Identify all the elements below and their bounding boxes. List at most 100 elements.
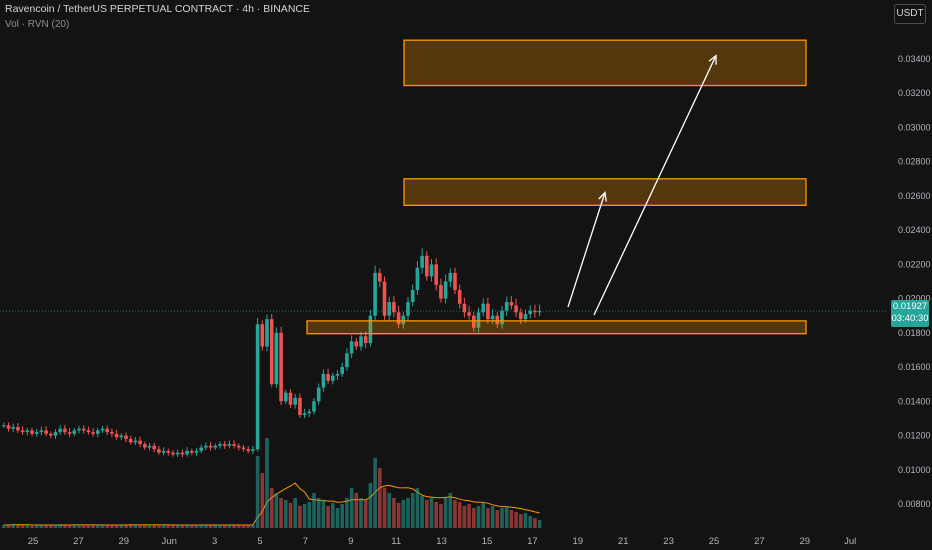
x-tick-label: 7 [303,536,308,547]
volume-bar [204,525,208,528]
candle-body [2,425,6,427]
volume-bar [133,525,138,528]
volume-bar [260,473,265,528]
candle-body [481,303,485,313]
volume-bar [284,500,288,528]
currency-button[interactable]: USDT [894,4,926,24]
volume-bar [331,503,335,528]
candle-body [363,336,368,344]
y-axis[interactable]: 0.03400 0.03200 0.03000 0.02800 0.02600 0.024… [898,54,931,509]
volume-bar [81,525,86,528]
target-arrow-2-shaft [593,55,717,316]
candle-body [6,425,11,429]
volume-bar [420,496,424,528]
candle-body [199,447,203,451]
x-tick-label: 29 [800,536,811,547]
candle-body [472,315,476,328]
candle-body [396,312,401,325]
candle-body [335,373,340,376]
current-price-value: 0.01927 [892,301,928,312]
volume-bar [77,525,81,528]
candle-body [133,440,138,443]
candle-body [401,315,406,325]
candle-body [25,430,30,433]
volume-bar [110,525,114,528]
x-tick-label: 25 [709,536,720,547]
candle-body [373,272,377,316]
volume-bar [199,525,203,528]
candle-body [161,450,166,453]
volume-bar [500,508,504,528]
candle-body [420,255,424,268]
volume-bar [523,513,528,528]
candle-body [105,428,109,433]
volume-bar [434,502,438,528]
volume-bar [467,504,471,528]
chart-title: Ravencoin / TetherUS PERPETUAL CONTRACT … [5,3,310,15]
volume-bar [180,525,185,528]
candle-body [175,452,180,455]
candle-body [439,284,443,299]
candle-body [218,444,222,446]
candle-body [152,445,156,450]
candle-body [514,305,518,313]
y-tick-label: 0.02200 [898,259,931,269]
volume-bar [457,502,462,528]
x-tick-label: 13 [436,536,447,547]
x-tick-label: Jul [844,536,856,547]
volume-bar [387,493,391,528]
candle-body [119,435,124,438]
candle-body [354,341,359,347]
candle-body [340,367,344,374]
volume-bar [406,498,410,528]
candle-body [345,353,349,368]
volume-bar [298,506,302,528]
candle-body [490,315,495,320]
volume-bar [34,525,39,528]
candle-body [157,449,161,453]
candle-body [58,428,62,433]
volume-bar [152,525,156,528]
volume-bar [49,525,53,528]
candle-body [519,312,523,320]
volume-bar [514,512,518,528]
volume-bar [490,506,495,528]
volume-bar [340,504,344,528]
target-arrow-1-shaft [567,192,606,308]
candle-body [368,315,373,344]
candle-body [86,430,91,433]
candle-body [255,324,260,450]
volume-bar [302,504,307,528]
x-axis[interactable]: 25 27 29 Jun 3 5 7 9 11 13 15 17 19 21 23 25 27 29 Jul [28,536,857,547]
candle-body [227,444,232,446]
volume-bar [11,524,15,528]
arrows-layer [567,54,717,316]
y-tick-label: 0.03000 [898,122,931,132]
volume-bar [16,525,20,528]
volume-bar [251,525,255,528]
candle-body [410,290,415,303]
volume-bar [222,525,227,528]
volume-bar [143,525,147,528]
candle-body [312,401,316,412]
volume-bar [72,525,77,528]
x-tick-label: 19 [573,536,584,547]
y-tick-label: 0.02800 [898,157,931,167]
volume-bar [265,438,269,528]
candle-body [274,332,279,385]
candle-body [81,428,86,431]
candle-body [298,397,302,415]
volume-bar [128,524,133,528]
candle-body [378,272,382,282]
volume-bar [246,525,250,528]
candle-body [34,432,39,434]
target-zone-2 [403,39,807,87]
volume-bar [63,525,67,528]
volume-bar [321,500,326,528]
volume-bar [171,525,175,528]
volume-bar [363,500,368,528]
volume-bar [114,525,119,528]
candle-body [63,428,67,433]
candle-body [429,264,434,277]
